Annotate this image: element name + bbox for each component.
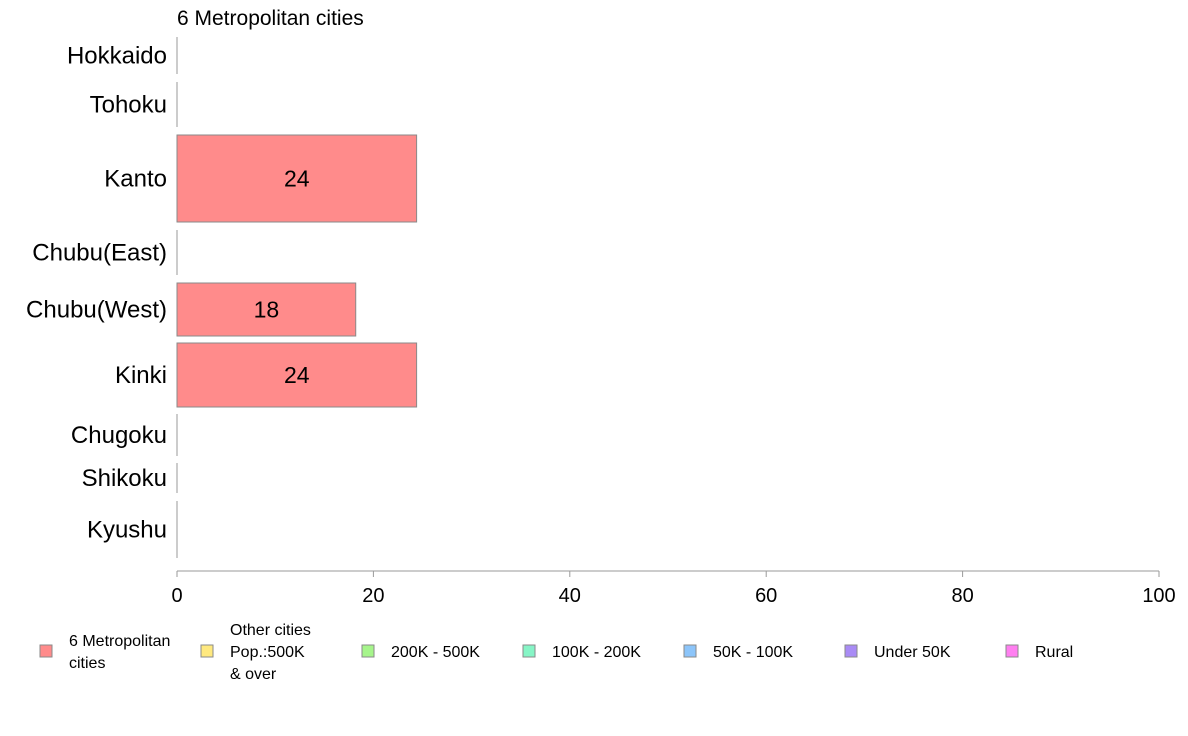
x-axis: 0 20 40 60 80 100 bbox=[171, 570, 1176, 607]
legend-swatch bbox=[1005, 644, 1019, 658]
legend-swatch bbox=[361, 644, 375, 658]
chart-title: 6 Metropolitan cities bbox=[177, 7, 364, 30]
category-label: Tohoku bbox=[90, 92, 167, 119]
legend-swatch bbox=[683, 644, 697, 658]
legend-label: Pop.:500K bbox=[230, 644, 305, 661]
bar bbox=[176, 342, 418, 408]
bars-group: Hokkaido Tohoku Kanto 24 Chubu(East) Chubu(We… bbox=[26, 37, 418, 558]
legend-swatch bbox=[39, 644, 53, 658]
legend-label: 100K - 200K bbox=[552, 644, 641, 661]
legend-label: & over bbox=[230, 666, 277, 683]
category-label: Kinki bbox=[115, 362, 167, 389]
category-label: Kyushu bbox=[87, 517, 167, 544]
bar bbox=[176, 134, 418, 223]
category-label: Hokkaido bbox=[67, 43, 167, 70]
legend-swatch bbox=[844, 644, 858, 658]
data-label: 24 bbox=[284, 362, 310, 388]
legend-label: cities bbox=[69, 655, 105, 672]
category-label: Shikoku bbox=[82, 465, 167, 492]
data-label: 18 bbox=[254, 297, 280, 323]
x-tick-label: 100 bbox=[1142, 585, 1175, 607]
legend-label: 200K - 500K bbox=[391, 644, 480, 661]
bar bbox=[176, 282, 357, 337]
legend-swatch bbox=[522, 644, 536, 658]
legend-label: Rural bbox=[1035, 644, 1073, 661]
legend-label: Other cities bbox=[230, 622, 311, 639]
category-label: Chubu(East) bbox=[32, 240, 167, 267]
legend-label: 50K - 100K bbox=[713, 644, 793, 661]
category-label: Chubu(West) bbox=[26, 297, 167, 324]
x-tick-label: 40 bbox=[559, 585, 581, 607]
x-tick-label: 80 bbox=[951, 585, 973, 607]
legend-label: 6 Metropolitan bbox=[69, 633, 170, 650]
category-label: Kanto bbox=[104, 166, 167, 193]
x-tick-label: 20 bbox=[362, 585, 384, 607]
category-label: Chugoku bbox=[71, 422, 167, 449]
data-label: 24 bbox=[284, 166, 310, 192]
x-tick-label: 0 bbox=[171, 585, 182, 607]
legend-label: Under 50K bbox=[874, 644, 951, 661]
x-tick-label: 60 bbox=[755, 585, 777, 607]
legend-swatch bbox=[200, 644, 214, 658]
legend: 6 Metropolitan cities Other cities Pop.:50… bbox=[39, 622, 1073, 683]
